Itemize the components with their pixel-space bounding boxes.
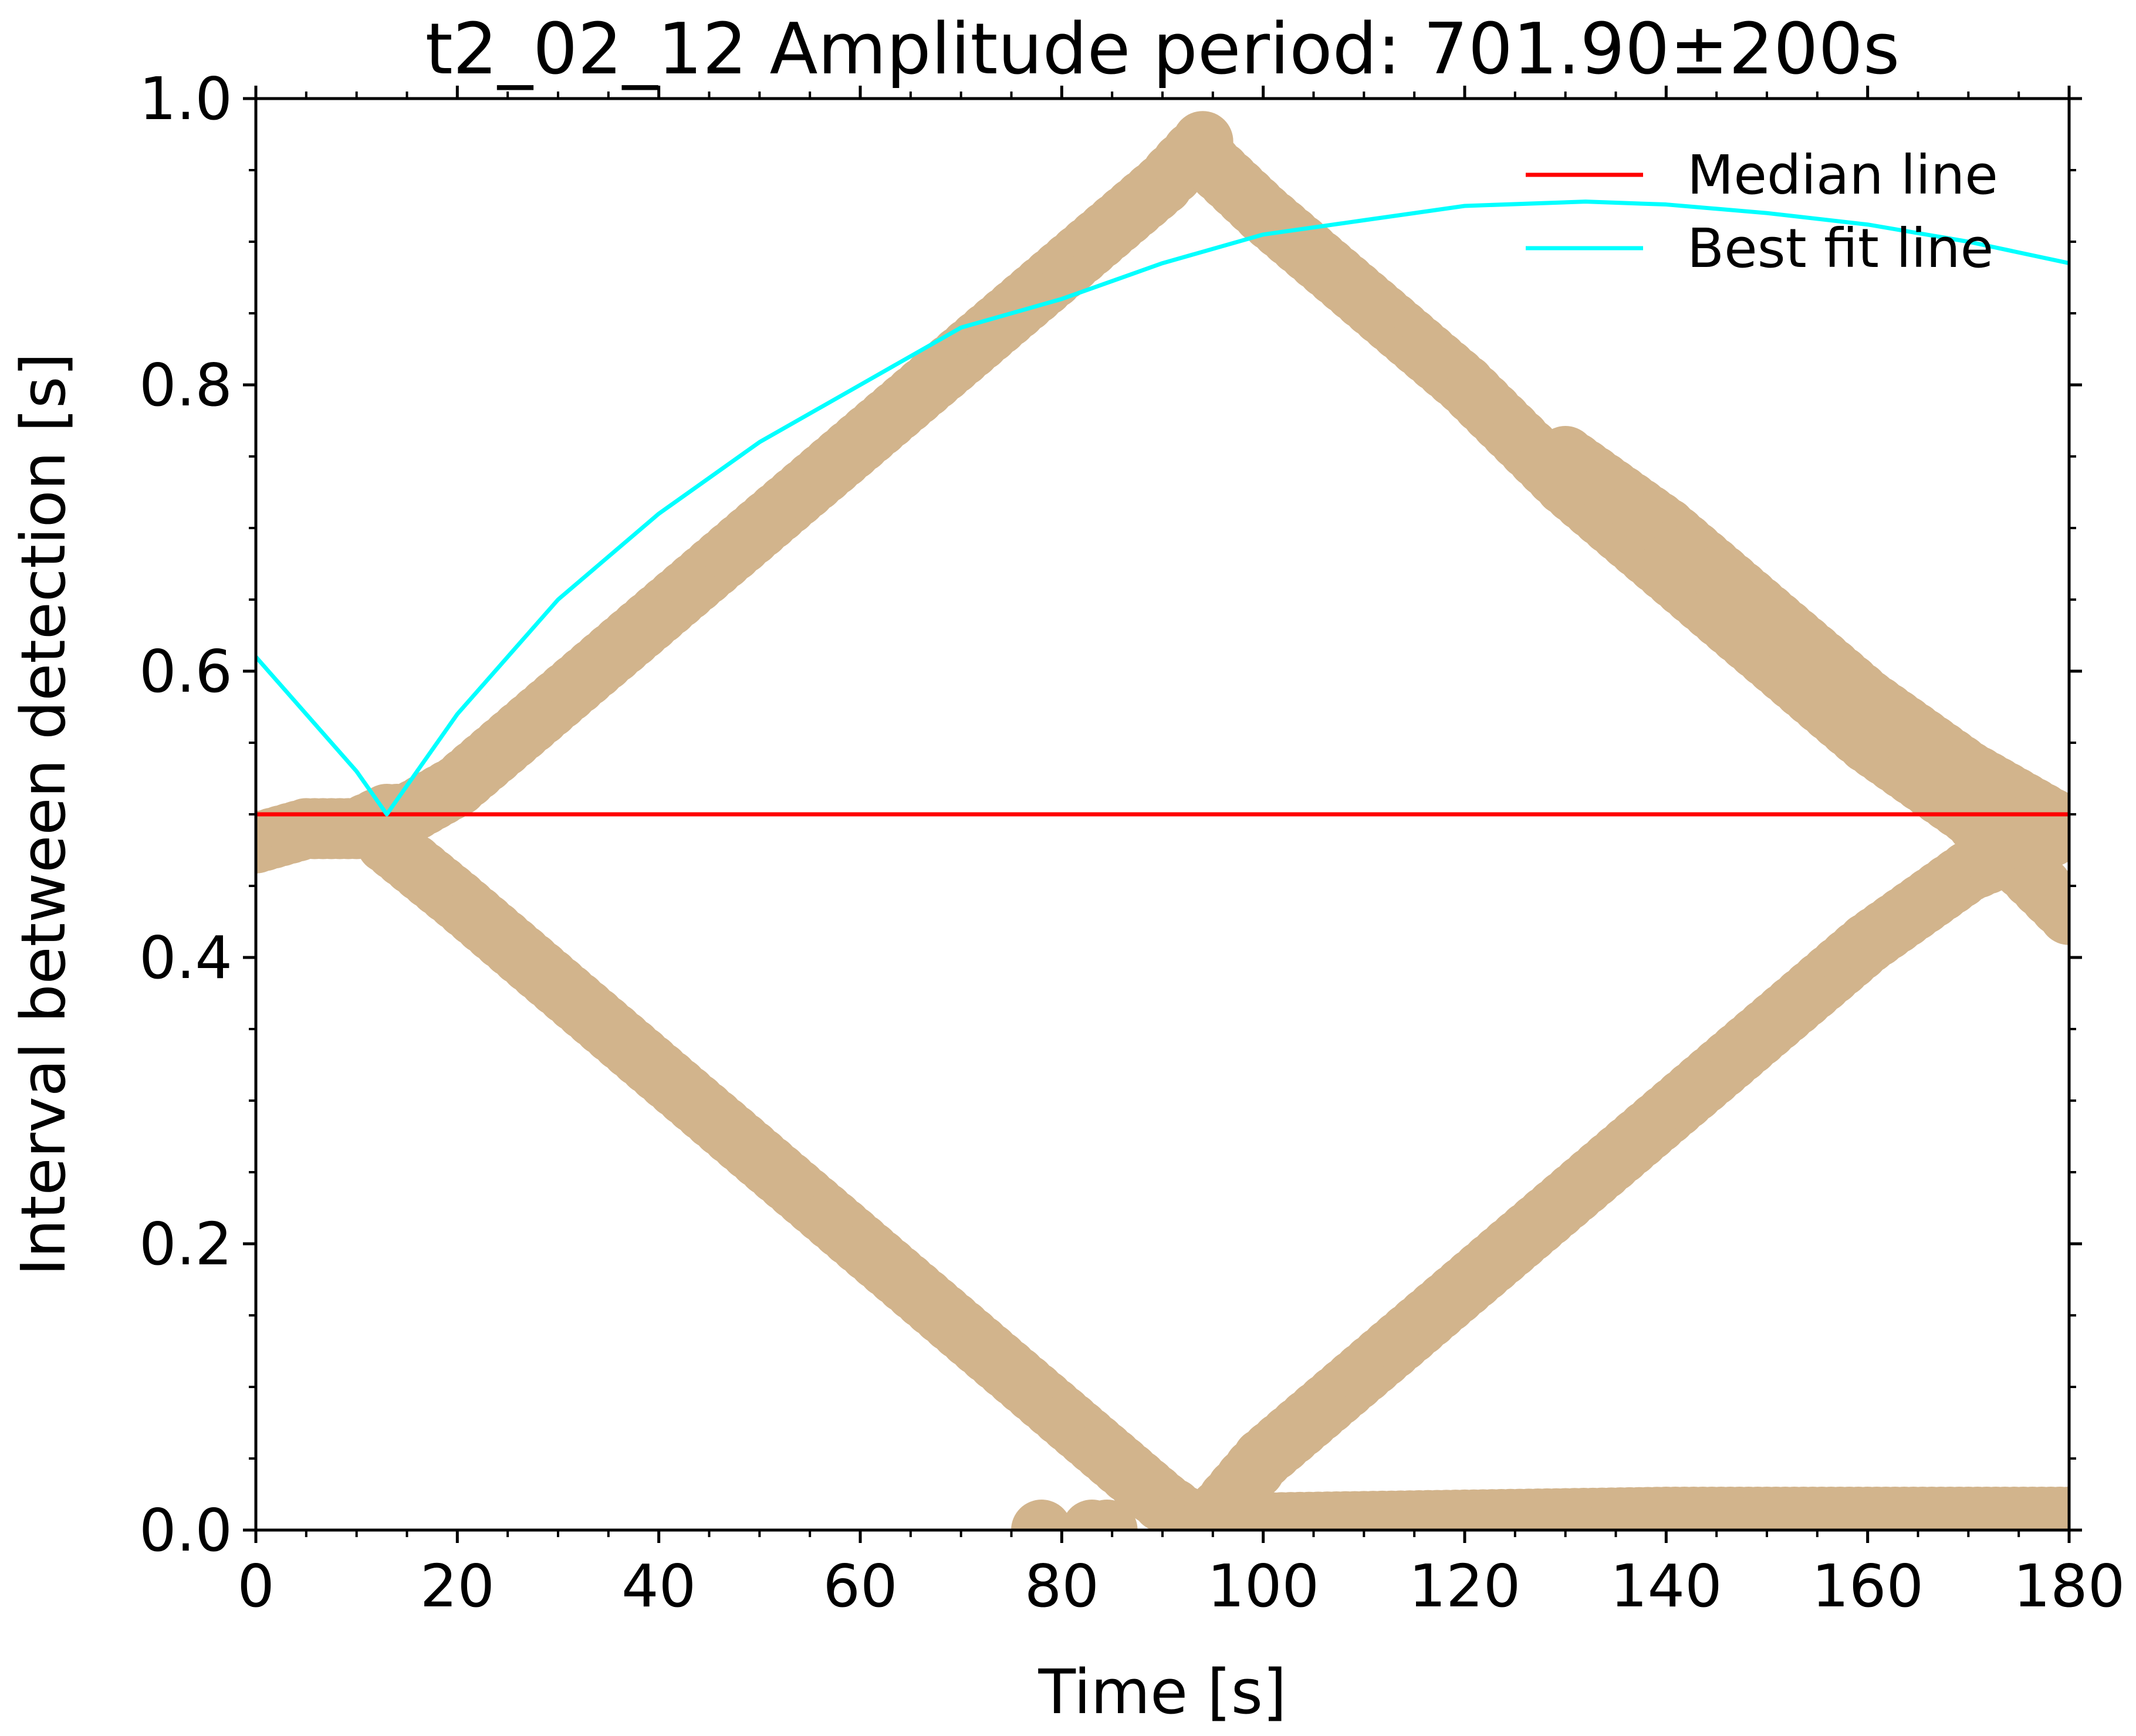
x-tick-label: 120: [1409, 1552, 1521, 1620]
x-axis-ticks: 0 20 40 60 80 100 120 140 160 180: [237, 86, 2125, 1620]
x-tick-label: 80: [1025, 1552, 1099, 1620]
scatter-points: [256, 111, 2069, 1530]
data-point: [2039, 1487, 2069, 1530]
data-point: [2039, 884, 2069, 945]
chart-title: t2_02_12 Amplitude period: 701.90±200s: [425, 9, 1900, 90]
y-tick-label: 1.0: [139, 65, 232, 133]
y-tick-label: 0.2: [139, 1210, 232, 1278]
x-tick-label: 0: [237, 1552, 275, 1620]
series-lines: [256, 199, 2069, 817]
x-tick-label: 40: [621, 1552, 696, 1620]
y-axis-ticks: 0.0 0.2 0.4 0.6 0.8 1.0: [139, 65, 2082, 1565]
x-tick-label: 140: [1610, 1552, 1722, 1620]
y-tick-label: 0.6: [139, 637, 232, 706]
x-tick-label: 60: [823, 1552, 897, 1620]
x-tick-label: 180: [2013, 1552, 2125, 1620]
data-point: [1076, 1500, 1138, 1530]
y-axis-label: Interval between detection [s]: [8, 353, 79, 1276]
legend: Median line Best fit line: [1526, 144, 1998, 280]
x-axis-label: Time [s]: [1038, 1656, 1287, 1728]
y-tick-label: 0.4: [139, 923, 232, 992]
best-fit-line: [256, 199, 2069, 817]
legend-label-best-fit-line: Best fit line: [1687, 217, 1993, 280]
y-tick-label: 0.0: [139, 1496, 232, 1565]
x-tick-label: 20: [420, 1552, 495, 1620]
x-tick-label: 160: [1811, 1552, 1924, 1620]
legend-label-median-line: Median line: [1687, 144, 1998, 207]
data-point: [1011, 1500, 1072, 1530]
x-tick-label: 100: [1207, 1552, 1319, 1620]
y-tick-label: 0.8: [139, 351, 232, 419]
